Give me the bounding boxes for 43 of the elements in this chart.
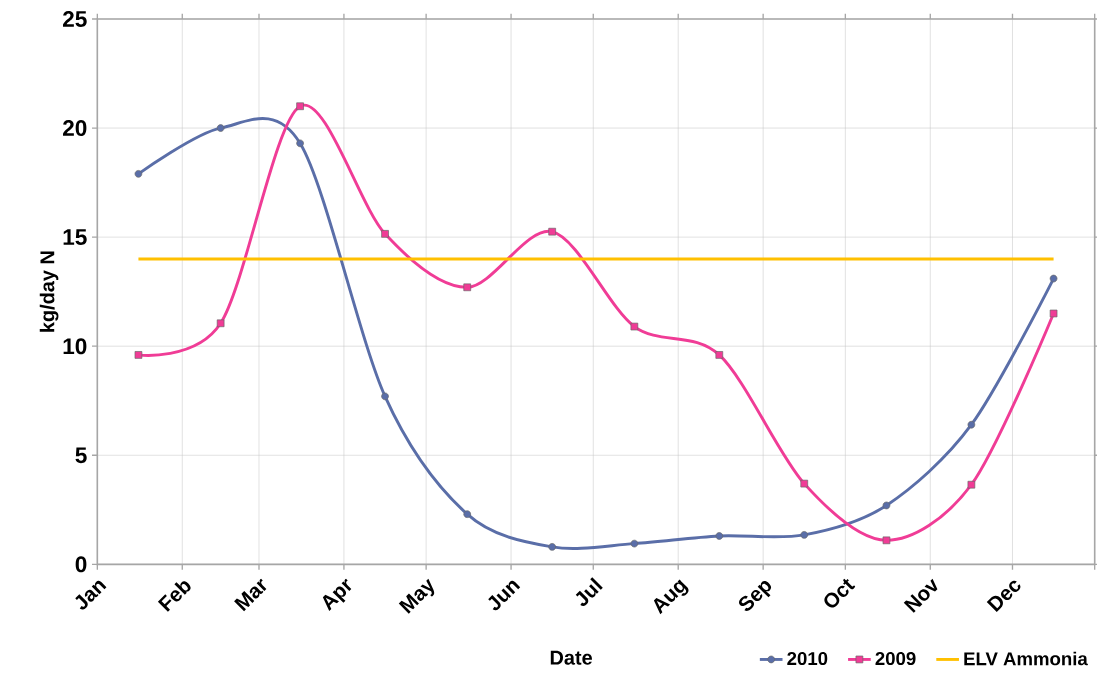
point	[381, 392, 389, 401]
y-axis-title: kg/day N	[39, 251, 59, 332]
point	[882, 536, 891, 545]
y-tick-label: 0	[75, 556, 87, 573]
point	[630, 539, 639, 548]
point	[548, 227, 556, 236]
x-tick-label: Sep	[739, 580, 772, 611]
point	[630, 322, 639, 331]
point	[296, 102, 304, 111]
point	[967, 480, 976, 489]
point	[1049, 309, 1058, 318]
legend-label: 2010	[787, 651, 828, 666]
point	[882, 501, 891, 510]
x-tick-label: Oct	[824, 578, 856, 608]
x-tick-label: Jul	[575, 577, 603, 607]
y-tick-label: 20	[63, 120, 87, 137]
x-axis-title: Date	[550, 650, 592, 665]
legend-label: 2009	[875, 651, 916, 666]
point	[715, 532, 724, 540]
x-tick-label: Jan	[75, 580, 107, 610]
x-tick-label: Dec	[986, 580, 1021, 613]
x-tick-label: Aug	[653, 579, 689, 615]
x-tick-label: Jun	[488, 580, 521, 611]
point	[800, 531, 809, 539]
point	[967, 420, 976, 429]
point	[548, 543, 556, 551]
y-tick-label: 5	[75, 447, 87, 464]
x-tick-label: Mar	[234, 578, 267, 612]
x-tick-label: May	[398, 578, 435, 614]
point	[800, 479, 809, 488]
point	[296, 139, 304, 148]
point	[715, 351, 724, 359]
x-tick-label: Feb	[157, 581, 191, 612]
point	[381, 230, 389, 238]
point	[463, 510, 472, 518]
y-tick-label: 25	[63, 11, 87, 27]
x-tick-label: Nov	[903, 578, 938, 613]
legend-label: ELV Ammonia	[964, 651, 1088, 666]
point	[463, 283, 472, 292]
y-tick-label: 10	[63, 338, 87, 355]
point	[1049, 274, 1058, 283]
y-tick-label: 15	[63, 229, 87, 246]
x-tick-label: Apr	[322, 578, 352, 611]
